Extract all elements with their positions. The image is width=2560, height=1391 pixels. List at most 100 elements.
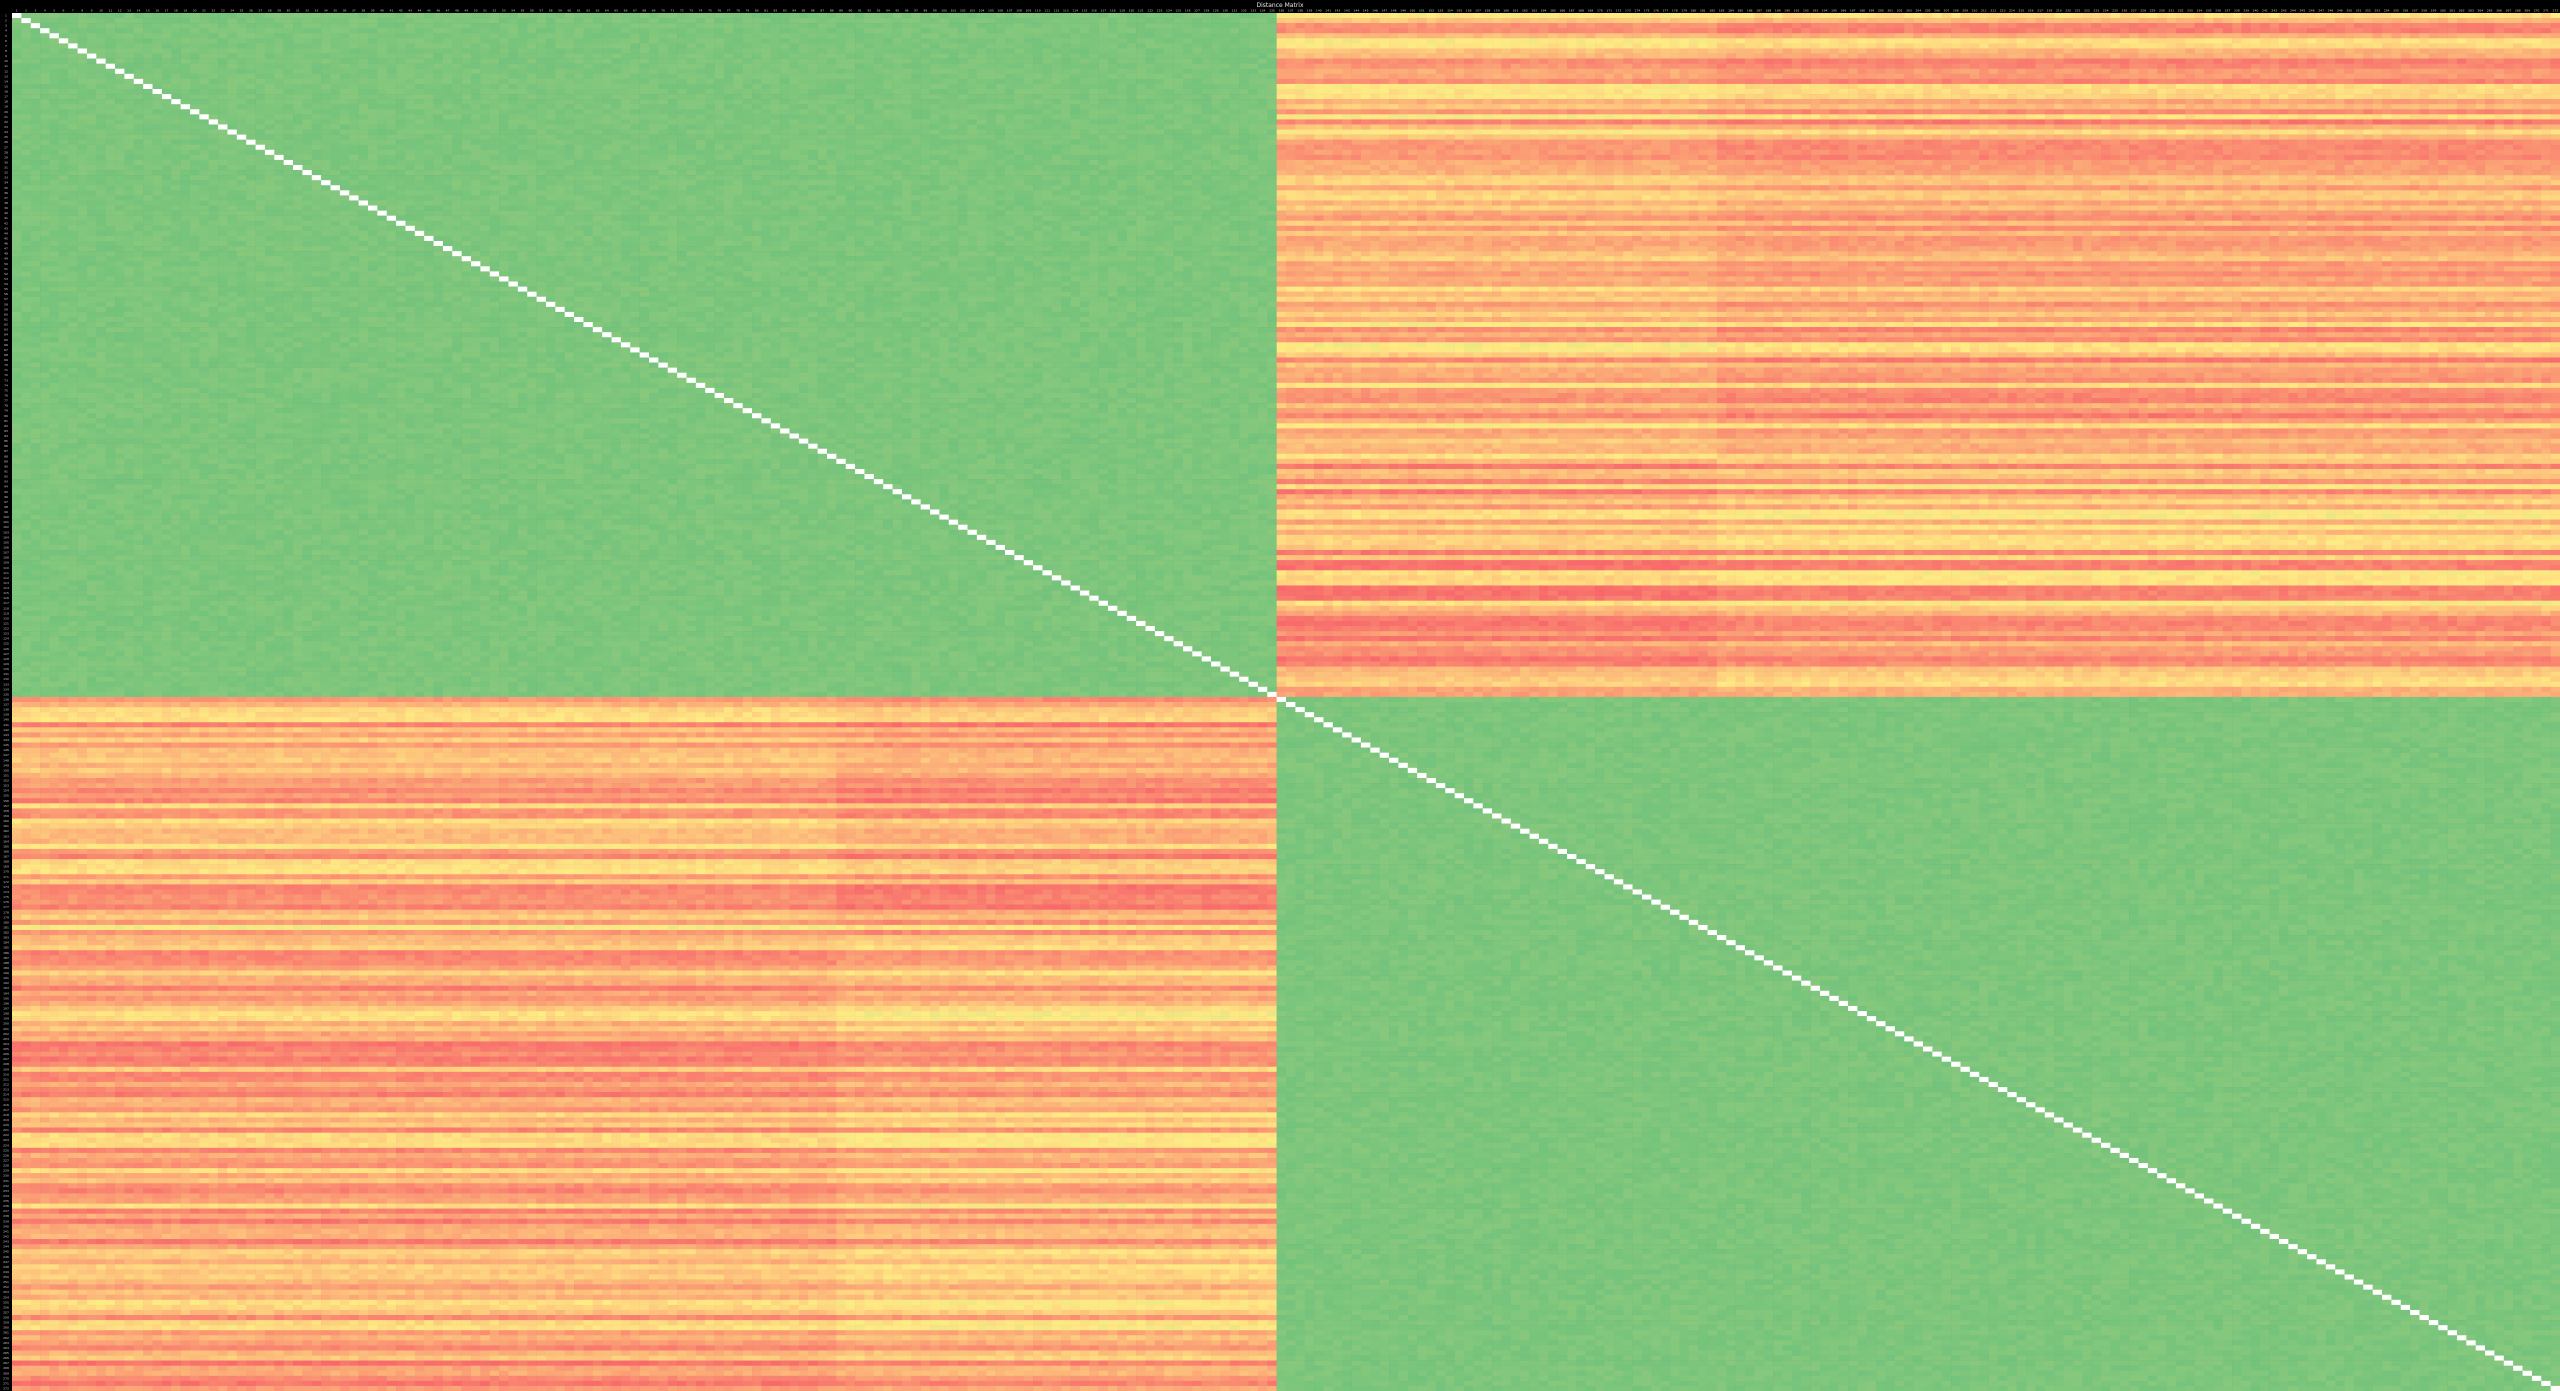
heatmap-cell[interactable] bbox=[415, 13, 425, 18]
heatmap-cell[interactable] bbox=[499, 13, 509, 18]
heatmap-cell[interactable] bbox=[59, 13, 69, 18]
heatmap-cell[interactable] bbox=[508, 18, 518, 23]
heatmap-cell[interactable] bbox=[602, 13, 612, 18]
heatmap-cell[interactable] bbox=[846, 13, 856, 18]
heatmap-cell[interactable] bbox=[1361, 13, 1371, 18]
heatmap-cell[interactable] bbox=[2138, 13, 2148, 18]
heatmap-cell[interactable] bbox=[2213, 13, 2223, 18]
heatmap-cell[interactable] bbox=[696, 13, 706, 18]
heatmap-cell[interactable] bbox=[1305, 13, 1315, 18]
heatmap-cell[interactable] bbox=[2054, 13, 2064, 18]
heatmap-cell[interactable] bbox=[1370, 13, 1380, 18]
heatmap-cell[interactable] bbox=[2345, 13, 2355, 18]
heatmap-cell[interactable] bbox=[668, 13, 678, 18]
heatmap-cell[interactable] bbox=[1061, 13, 1071, 18]
heatmap-cell[interactable] bbox=[1595, 13, 1605, 18]
heatmap-cell[interactable] bbox=[2298, 13, 2308, 18]
heatmap-cell[interactable] bbox=[1239, 13, 1249, 18]
heatmap-cell[interactable] bbox=[218, 18, 228, 23]
heatmap-cell[interactable] bbox=[377, 18, 387, 23]
heatmap-cell[interactable] bbox=[2466, 13, 2476, 18]
heatmap-cell[interactable] bbox=[1024, 18, 1034, 23]
heatmap-cell[interactable] bbox=[771, 13, 781, 18]
heatmap-cell[interactable] bbox=[612, 18, 622, 23]
heatmap-cell[interactable] bbox=[574, 18, 584, 23]
heatmap-cell[interactable] bbox=[593, 18, 603, 23]
heatmap-cell[interactable] bbox=[377, 13, 387, 18]
heatmap-cell[interactable] bbox=[1633, 13, 1643, 18]
heatmap-cell[interactable] bbox=[1052, 13, 1062, 18]
heatmap-cell[interactable] bbox=[237, 18, 247, 23]
heatmap-cell[interactable] bbox=[733, 13, 743, 18]
heatmap-cell[interactable] bbox=[1492, 13, 1502, 18]
heatmap-cell[interactable] bbox=[1164, 13, 1174, 18]
heatmap-cell[interactable] bbox=[2363, 13, 2373, 18]
heatmap-cell[interactable] bbox=[1501, 13, 1511, 18]
heatmap-cell[interactable] bbox=[1052, 18, 1062, 23]
heatmap-cell[interactable] bbox=[939, 13, 949, 18]
heatmap-cell[interactable] bbox=[199, 18, 209, 23]
heatmap-cell[interactable] bbox=[321, 13, 331, 18]
heatmap-cell[interactable] bbox=[2232, 13, 2242, 18]
heatmap-cell[interactable] bbox=[846, 18, 856, 23]
heatmap-cell[interactable] bbox=[883, 18, 893, 23]
heatmap-cell[interactable] bbox=[284, 18, 294, 23]
heatmap-cell[interactable] bbox=[1605, 13, 1615, 18]
heatmap-cell[interactable] bbox=[143, 13, 153, 18]
heatmap-cell[interactable] bbox=[443, 18, 453, 23]
heatmap-cell[interactable] bbox=[761, 18, 771, 23]
heatmap-cell[interactable] bbox=[799, 13, 809, 18]
heatmap-cell[interactable] bbox=[649, 13, 659, 18]
heatmap-cell[interactable] bbox=[1651, 13, 1661, 18]
heatmap-cell[interactable] bbox=[1960, 13, 1970, 18]
heatmap-cell[interactable] bbox=[855, 13, 865, 18]
heatmap-cell[interactable] bbox=[1745, 13, 1755, 18]
heatmap-cell[interactable] bbox=[1586, 13, 1596, 18]
heatmap-cell[interactable] bbox=[49, 18, 59, 23]
heatmap-cell[interactable] bbox=[1904, 13, 1914, 18]
heatmap-cell[interactable] bbox=[1267, 13, 1277, 18]
heatmap-cell[interactable] bbox=[2279, 13, 2289, 18]
heatmap-cell[interactable] bbox=[115, 18, 125, 23]
heatmap-cell[interactable] bbox=[2223, 13, 2233, 18]
heatmap-cell[interactable] bbox=[2494, 13, 2504, 18]
heatmap-cell[interactable] bbox=[2157, 13, 2167, 18]
heatmap-cell[interactable] bbox=[818, 18, 828, 23]
heatmap-cell[interactable] bbox=[256, 13, 266, 18]
heatmap-cell[interactable] bbox=[1398, 13, 1408, 18]
heatmap-cell[interactable] bbox=[415, 18, 425, 23]
heatmap-cell[interactable] bbox=[640, 13, 650, 18]
heatmap-cell[interactable] bbox=[2307, 13, 2317, 18]
heatmap-cell[interactable] bbox=[1689, 13, 1699, 18]
heatmap-cell[interactable] bbox=[124, 13, 134, 18]
heatmap-cell[interactable] bbox=[78, 18, 88, 23]
heatmap-cell[interactable] bbox=[1623, 13, 1633, 18]
heatmap-cell[interactable] bbox=[1258, 13, 1268, 18]
heatmap-cell[interactable] bbox=[902, 13, 912, 18]
heatmap-cell[interactable] bbox=[340, 18, 350, 23]
heatmap-cell[interactable] bbox=[771, 18, 781, 23]
heatmap-cell[interactable] bbox=[1530, 13, 1540, 18]
heatmap-cell[interactable] bbox=[405, 18, 415, 23]
heatmap-cell[interactable] bbox=[527, 13, 537, 18]
heatmap-cell[interactable] bbox=[1342, 13, 1352, 18]
heatmap-cell[interactable] bbox=[134, 18, 144, 23]
heatmap-cell[interactable] bbox=[218, 13, 228, 18]
heatmap-cell[interactable] bbox=[1417, 13, 1427, 18]
heatmap-cell[interactable] bbox=[1923, 13, 1933, 18]
heatmap-cell[interactable] bbox=[911, 18, 921, 23]
heatmap-cell[interactable] bbox=[677, 13, 687, 18]
heatmap-cell[interactable] bbox=[331, 13, 341, 18]
heatmap-cell[interactable] bbox=[405, 13, 415, 18]
heatmap-cell[interactable] bbox=[1539, 13, 1549, 18]
heatmap-cell[interactable] bbox=[181, 18, 191, 23]
heatmap-cell[interactable] bbox=[630, 18, 640, 23]
heatmap-cell[interactable] bbox=[658, 18, 668, 23]
heatmap-cell[interactable] bbox=[2373, 13, 2383, 18]
heatmap-cell[interactable] bbox=[190, 18, 200, 23]
heatmap-cell[interactable] bbox=[31, 18, 41, 23]
heatmap-cell[interactable] bbox=[1174, 13, 1184, 18]
heatmap-cell[interactable] bbox=[424, 18, 434, 23]
heatmap-cell[interactable] bbox=[583, 13, 593, 18]
heatmap-cell[interactable] bbox=[181, 13, 191, 18]
